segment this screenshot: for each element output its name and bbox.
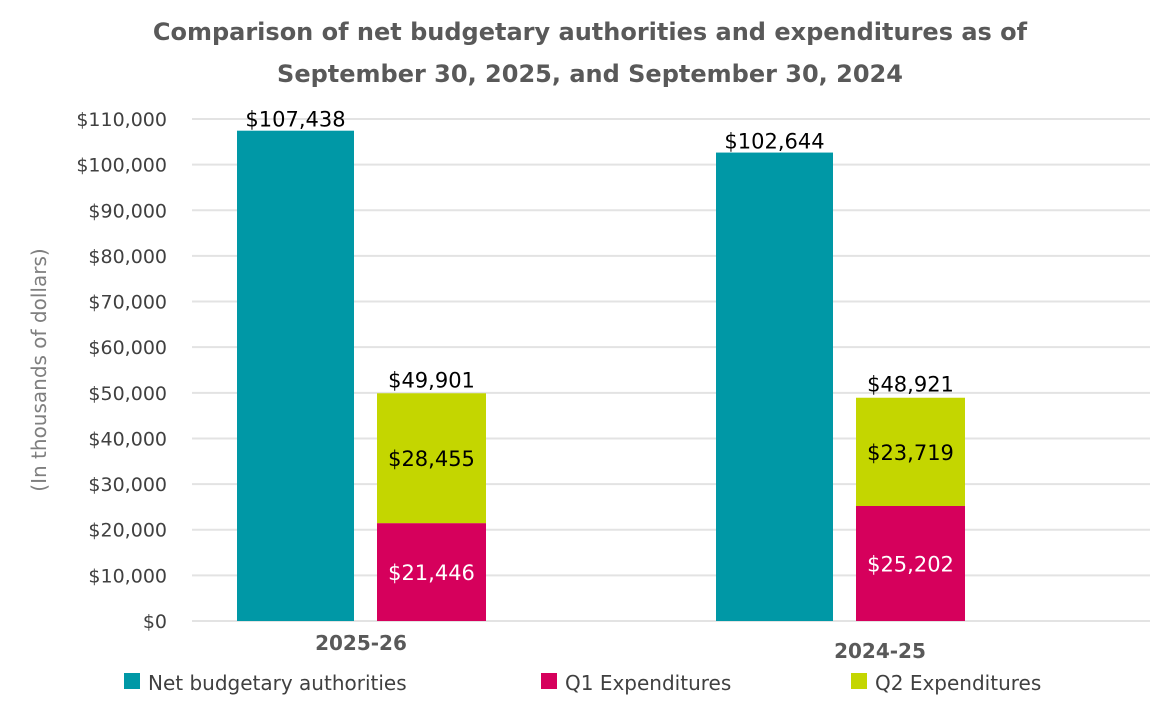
data-label-authorities: $102,644 xyxy=(724,130,824,154)
bar-q2-expenditures xyxy=(377,393,486,524)
y-axis-label: (In thousands of dollars) xyxy=(27,248,51,491)
y-tick-label: $10,000 xyxy=(88,565,167,587)
bar-q2-expenditures xyxy=(856,397,965,506)
legend-swatch xyxy=(541,673,557,689)
y-tick-label: $20,000 xyxy=(88,520,167,542)
data-label-authorities: $107,438 xyxy=(245,108,345,132)
bar-q1-expenditures xyxy=(856,505,965,621)
y-tick-label: $80,000 xyxy=(88,246,167,268)
data-label-q1: $25,202 xyxy=(867,552,954,576)
x-category-label: 2025-26 xyxy=(315,631,407,655)
data-label-stack-total: $49,901 xyxy=(388,368,475,392)
chart-title-line-1: Comparison of net budgetary authorities … xyxy=(153,18,1028,46)
data-label-stack-total: $48,921 xyxy=(867,373,954,397)
data-label-q2: $23,719 xyxy=(867,441,954,465)
legend-label: Q1 Expenditures xyxy=(565,671,731,695)
legend-swatch xyxy=(851,673,867,689)
x-category-label: 2024-25 xyxy=(834,639,926,663)
bar-q1-expenditures xyxy=(377,523,486,621)
legend: Net budgetary authorities Q1 Expenditures… xyxy=(124,671,1041,695)
y-tick-label: $40,000 xyxy=(88,428,167,450)
bars xyxy=(237,130,965,622)
bar-net-budgetary-authorities xyxy=(716,152,833,621)
data-label-q2: $28,455 xyxy=(388,447,475,471)
bar-net-budgetary-authorities xyxy=(237,130,354,622)
chart-title-line-2: September 30, 2025, and September 30, 20… xyxy=(277,60,903,88)
y-tick-label: $0 xyxy=(143,611,167,633)
legend-swatch xyxy=(124,673,140,689)
y-tick-label: $30,000 xyxy=(88,474,167,496)
legend-label: Q2 Expenditures xyxy=(875,671,1041,695)
y-tick-label: $70,000 xyxy=(88,292,167,314)
x-axis-categories: 2025-26 2024-25 xyxy=(315,631,926,663)
y-tick-label: $60,000 xyxy=(88,337,167,359)
y-tick-label: $100,000 xyxy=(76,155,167,177)
y-tick-label: $50,000 xyxy=(88,383,167,405)
y-axis-ticks: $0 $10,000 $20,000 $30,000 $40,000 $50,000 $60… xyxy=(76,109,167,633)
chart-title: Comparison of net budgetary authorities … xyxy=(153,18,1028,88)
y-tick-label: $90,000 xyxy=(88,200,167,222)
data-labels: $107,438 $21,446 $28,455 $49,901 $102,644 $25… xyxy=(245,108,954,585)
data-label-q1: $21,446 xyxy=(388,561,475,585)
y-tick-label: $110,000 xyxy=(76,109,167,131)
legend-label: Net budgetary authorities xyxy=(148,671,407,695)
